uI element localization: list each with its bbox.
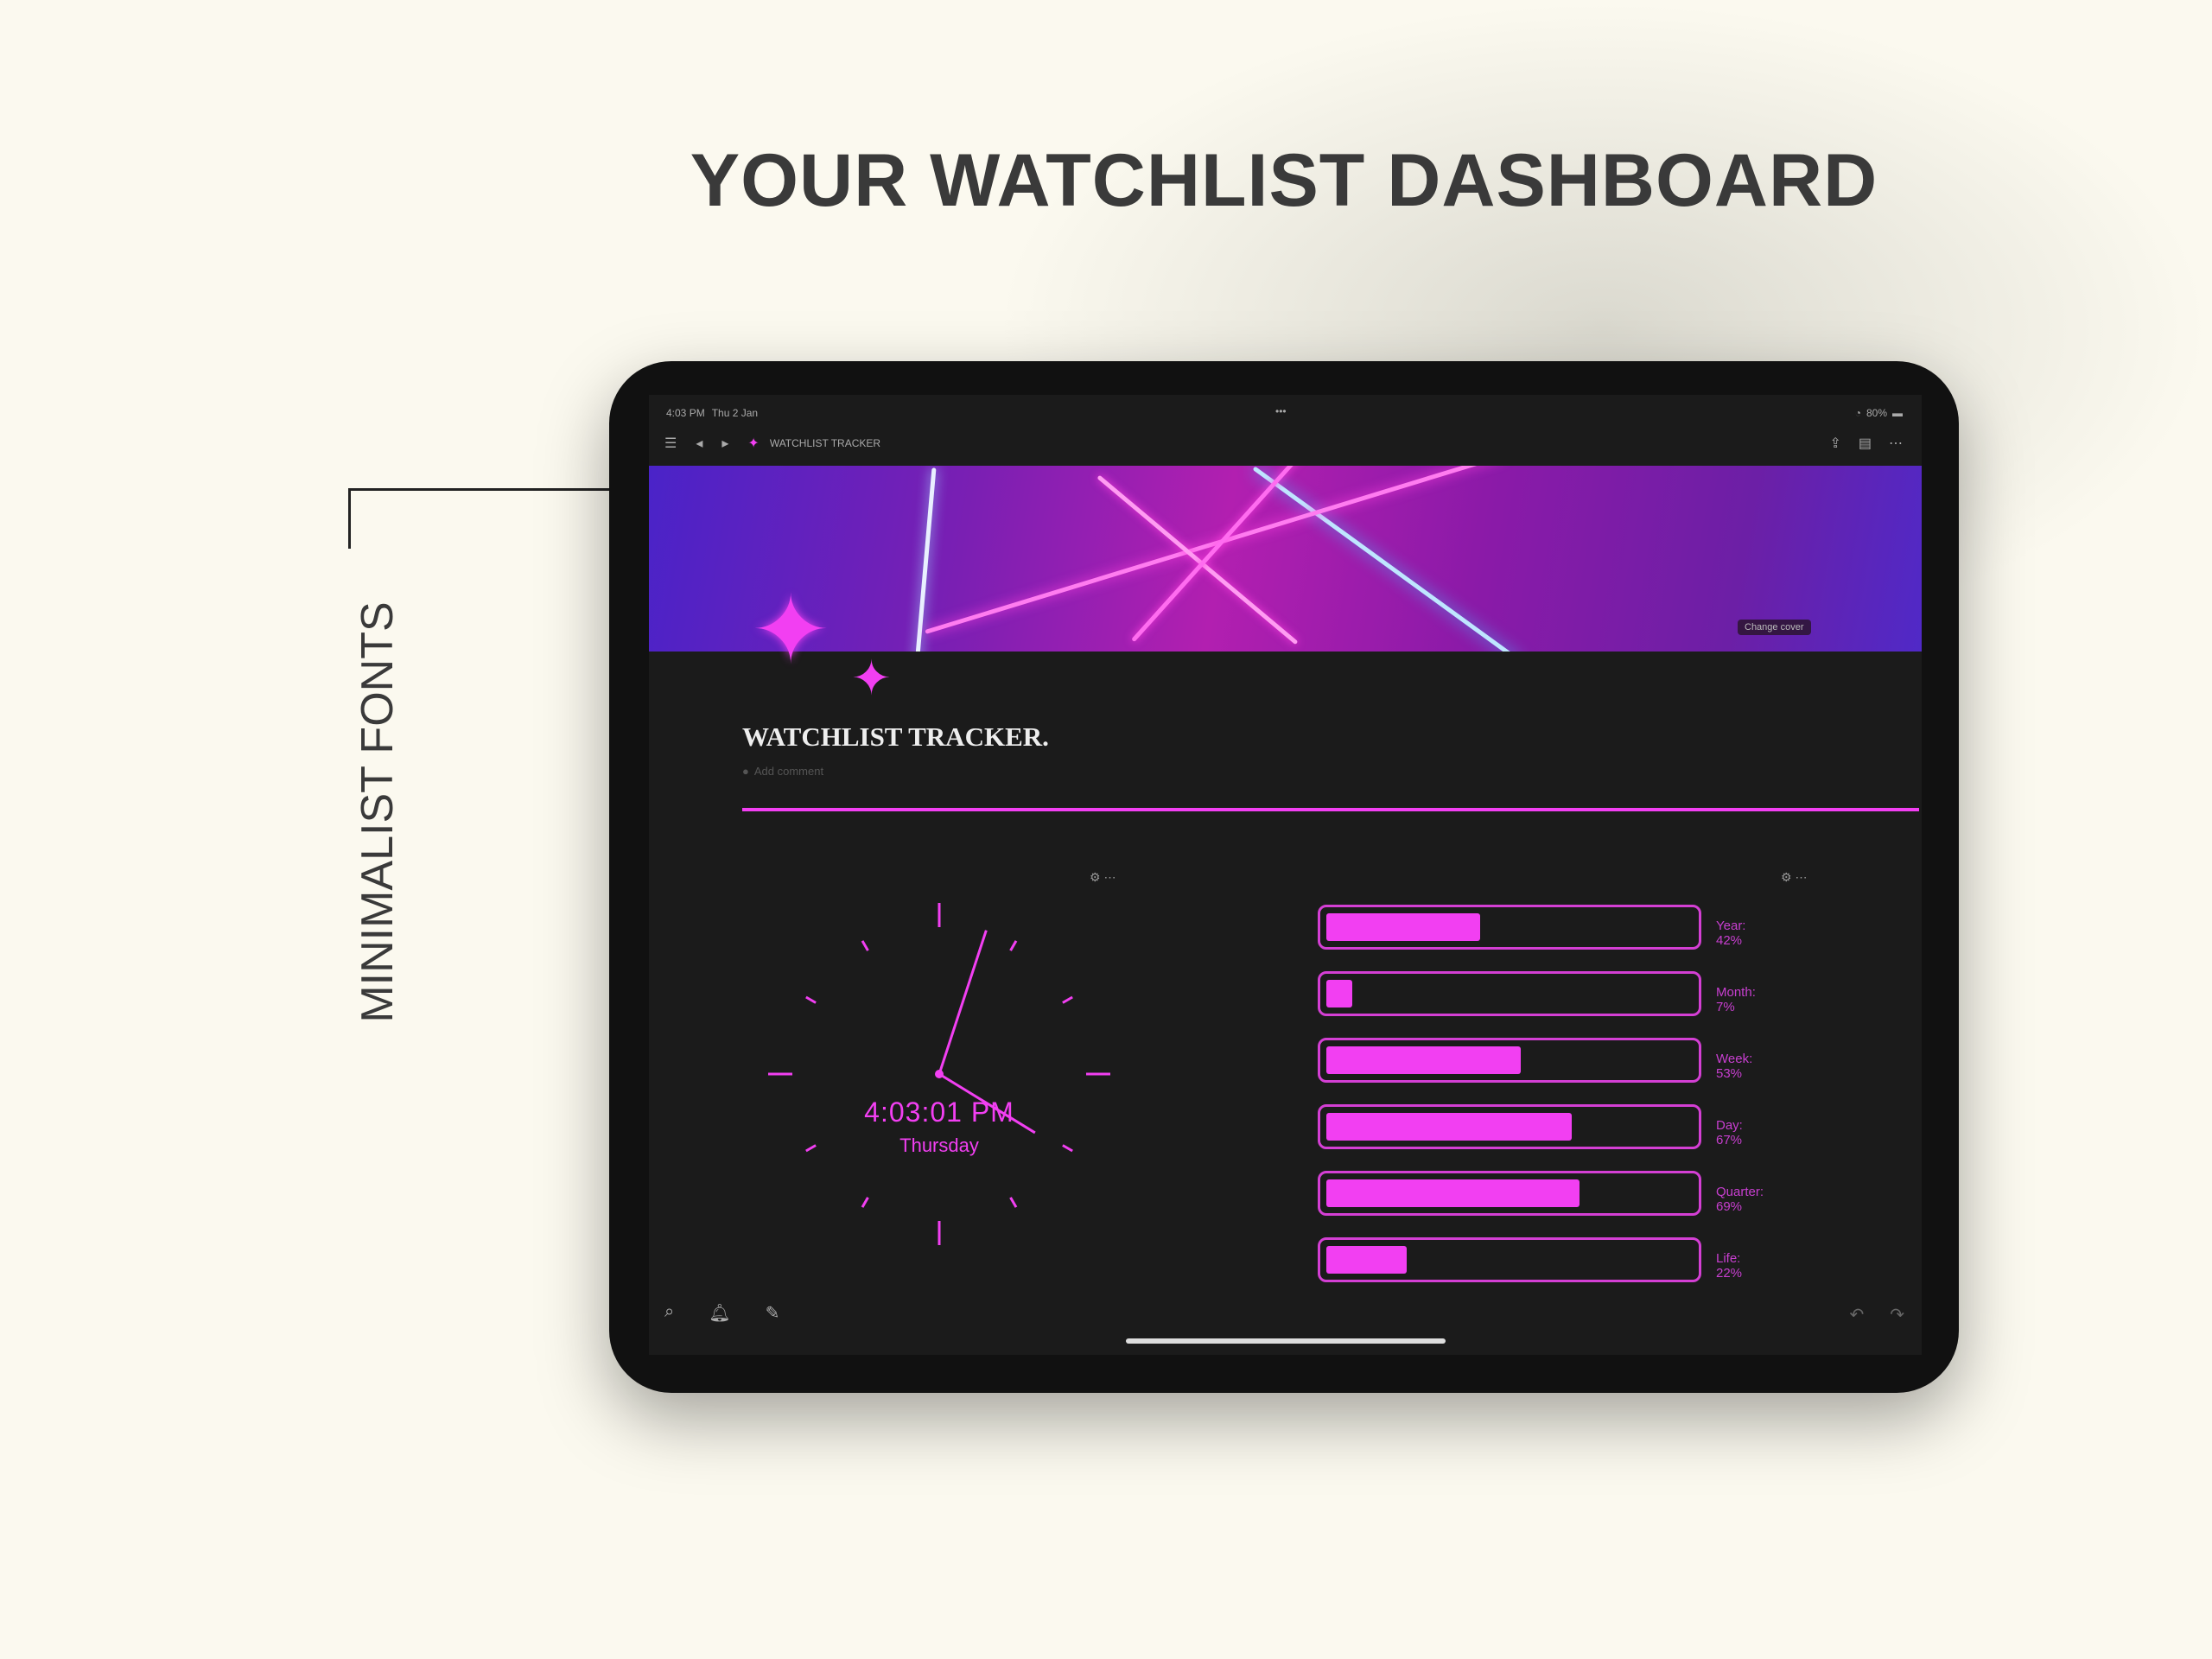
progress-bar-5 (1318, 1237, 1701, 1282)
comment-icon: ● (742, 765, 749, 778)
page-breadcrumb[interactable]: WATCHLIST TRACKER (769, 437, 881, 449)
second-hand (938, 942, 983, 1075)
progress-fill (1326, 1246, 1408, 1274)
clock-tick (1009, 1197, 1018, 1208)
clock-center (935, 1070, 944, 1078)
headline: YOUR WATCHLIST DASHBOARD (690, 139, 1878, 222)
callout-line-vertical (348, 488, 351, 549)
new-page-icon[interactable]: ✎ (765, 1304, 780, 1323)
more-icon[interactable]: ⋯ (1889, 436, 1903, 451)
sparkle-icon: ✦ (751, 577, 831, 683)
ipad-screen: 4:03 PM Thu 2 Jan ••• ◔ 80% ▬ ☰ ◂ ▸ ✦ WATCH… (649, 395, 1922, 1355)
comments-icon[interactable]: ▤ (1858, 436, 1872, 451)
status-right: ◔ 80% ▬ (1855, 407, 1903, 419)
analog-clock (768, 903, 1110, 1245)
progress-block-controls[interactable]: ⚙ ⋯ (1781, 870, 1808, 884)
clock-tick (861, 1197, 869, 1208)
add-comment[interactable]: ● Add comment (742, 765, 823, 778)
status-date: Thu 2 Jan (711, 407, 759, 419)
search-icon[interactable]: ⌕ (664, 1302, 675, 1321)
cover-banner: Change cover (649, 466, 1922, 652)
back-icon[interactable]: ◂ (696, 436, 703, 451)
digital-time: 4:03:01 PM (864, 1096, 1014, 1128)
progress-label: Month: 7% (1716, 985, 1756, 1014)
home-indicator[interactable] (1126, 1338, 1446, 1344)
clock-tick (805, 995, 817, 1004)
progress-fill (1326, 1179, 1580, 1207)
clock-ticks (768, 903, 1110, 1245)
clock-tick (1062, 995, 1073, 1004)
clock-tick (1062, 1144, 1073, 1153)
divider (742, 808, 1919, 811)
clock-block-controls[interactable]: ⚙ ⋯ (1090, 870, 1116, 884)
battery-icon: ▬ (1892, 407, 1903, 419)
add-comment-text: Add comment (753, 765, 824, 778)
hour-hand (938, 1072, 1036, 1135)
clock-tick (805, 1144, 817, 1153)
progress-label: Life: 22% (1716, 1251, 1743, 1281)
progress-label: Year: 42% (1716, 918, 1746, 948)
progress-fill (1326, 1113, 1573, 1141)
progress-fill (1326, 980, 1352, 1007)
clock-tick (861, 940, 869, 951)
battery-level: 80% (1866, 407, 1887, 419)
progress-label: Week: 53% (1716, 1052, 1753, 1081)
progress-bar-4 (1318, 1171, 1701, 1216)
multitask-dots[interactable]: ••• (1275, 405, 1287, 417)
progress-bar-3 (1318, 1104, 1701, 1149)
sidebar-icon[interactable]: ☰ (664, 436, 677, 451)
share-icon[interactable]: ⇪ (1829, 436, 1841, 451)
page-icon: ✦ (747, 436, 760, 451)
progress-label: Day: 67% (1716, 1118, 1743, 1147)
callout-line (348, 488, 727, 491)
progress-label: Quarter: 69% (1716, 1185, 1764, 1214)
page-title: WATCHLIST TRACKER. (742, 721, 1049, 752)
undo-icon[interactable]: ↶ (1849, 1306, 1865, 1325)
progress-bar-1 (1318, 971, 1701, 1016)
progress-fill (1326, 913, 1481, 941)
notifications-icon[interactable]: 🔔︎ (709, 1304, 731, 1323)
progress-bar-0 (1318, 905, 1701, 950)
change-cover-button[interactable]: Change cover (1738, 620, 1811, 635)
redo-icon[interactable]: ↷ (1890, 1306, 1904, 1325)
status-time-text: 4:03 PM (666, 407, 705, 419)
sparkle-small-icon: ✦ (851, 651, 892, 705)
clock-tick (1009, 940, 1018, 951)
progress-fill (1326, 1046, 1521, 1074)
status-time: 4:03 PM Thu 2 Jan (666, 407, 758, 419)
side-label: MINIMALIST FONTS (353, 601, 403, 1023)
forward-icon[interactable]: ▸ (721, 436, 729, 451)
clock-day: Thursday (899, 1135, 979, 1156)
wifi-icon: ◔ (1854, 407, 1861, 419)
progress-bar-2 (1318, 1038, 1701, 1083)
